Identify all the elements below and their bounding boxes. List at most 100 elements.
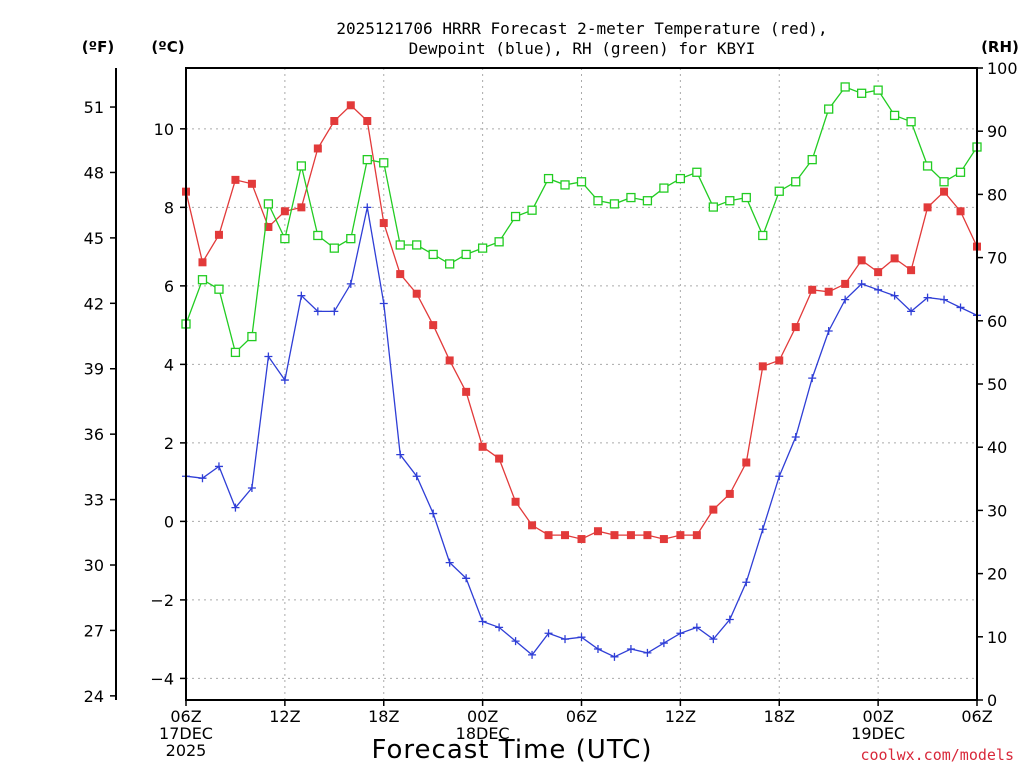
temperature-point [857, 256, 866, 265]
f-axis-tick-label: 24 [84, 687, 104, 706]
chart-title-line-2: Dewpoint (blue), RH (green) for KBYI [409, 39, 756, 58]
temperature-point [511, 497, 520, 506]
dewpoint-point [445, 558, 454, 567]
rh-point [889, 110, 900, 121]
temperature-point [429, 321, 438, 330]
dewpoint-point [593, 644, 602, 653]
x-axis-tick-label: 19DEC [851, 724, 905, 743]
rh-point [280, 233, 290, 244]
rh-point [873, 85, 883, 95]
x-axis-tick-label: 12Z [269, 707, 300, 726]
temperature-point [643, 531, 652, 540]
rh-point [230, 347, 241, 358]
dewpoint-point [808, 374, 817, 383]
dewpoint-point [544, 629, 553, 638]
dewpoint-point [956, 303, 965, 312]
dewpoint-point [659, 639, 668, 648]
rh-axis-tick-label: 60 [987, 312, 1007, 331]
rh-point [708, 202, 718, 212]
temperature-point [346, 101, 355, 110]
f-axis-tick-label: 36 [84, 425, 104, 444]
dewpoint-point [379, 299, 388, 308]
rh-point [247, 331, 257, 342]
temperature-point [577, 535, 586, 544]
c-axis-tick-label: 4 [164, 355, 174, 374]
temperature-point [231, 175, 240, 184]
f-axis-tick-label: 48 [84, 163, 104, 182]
rh-point [840, 82, 850, 92]
temperature-point [940, 187, 949, 196]
rh-point [263, 199, 274, 209]
temperature-point [775, 356, 784, 365]
temperature-point [692, 531, 701, 540]
temperature-point [412, 289, 421, 298]
temperature-point [725, 489, 734, 498]
rh-axis-tick-label: 80 [987, 185, 1007, 204]
x-axis-tick-label: 00Z [862, 707, 893, 726]
c-axis-tick-label: −4 [150, 669, 174, 688]
dewpoint-point [297, 291, 306, 300]
x-axis-tick-label: 18Z [764, 707, 795, 726]
x-axis-tick-label: 2025 [166, 741, 207, 760]
rh-point [659, 183, 669, 193]
dewpoint-point [824, 327, 833, 336]
temperature-point [478, 442, 487, 451]
temperature-point [528, 521, 537, 530]
temperature-point [907, 266, 916, 275]
dewpoint-point [214, 462, 223, 471]
c-axis-tick-label: 8 [164, 198, 174, 217]
series-temperature [182, 101, 981, 544]
rh-axis-tick-label: 40 [987, 438, 1007, 457]
rh-axis-tick-label: 10 [987, 628, 1007, 647]
rh-point [494, 237, 504, 247]
temperature-point [379, 219, 388, 228]
dewpoint-point [346, 279, 355, 288]
c-axis-tick-label: 0 [164, 512, 174, 531]
rh-point [576, 177, 587, 187]
rh-axis-tick-label: 30 [987, 501, 1007, 520]
temperature-point [462, 387, 471, 396]
dewpoint-point [330, 307, 339, 316]
dewpoint-point [626, 644, 635, 653]
rh-axis-tick-label: 90 [987, 122, 1007, 141]
dewpoint-point [462, 574, 471, 583]
rh-axis-tick-label: 100 [987, 59, 1018, 78]
x-axis-tick-label: 17DEC [159, 724, 213, 743]
dewpoint-point [478, 617, 487, 626]
temperature-point [280, 207, 289, 216]
dewpoint-point [313, 307, 322, 316]
c-axis-tick-label: 6 [164, 277, 174, 296]
c-axis-tick-label: 10 [154, 120, 174, 139]
series-layer [181, 82, 982, 661]
rh-point [510, 211, 521, 222]
rh-point [675, 173, 686, 184]
temperature-point [264, 222, 273, 231]
temperature-point [561, 531, 570, 540]
temperature-point [610, 531, 619, 540]
dewpoint-point [725, 615, 734, 624]
dewpoint-line [185, 207, 978, 658]
c-axis-tick-label: −2 [150, 591, 174, 610]
celsius-unit-label: (ºC) [151, 38, 184, 56]
rh-point [560, 180, 570, 190]
rh-point [593, 196, 603, 206]
rh-point [774, 186, 784, 196]
dewpoint-point [907, 307, 916, 316]
f-axis-tick-label: 27 [84, 621, 104, 640]
x-axis-title: Forecast Time (UTC) [371, 735, 652, 765]
c-axis-tick-label: 2 [164, 434, 174, 453]
dewpoint-point [511, 637, 520, 646]
temperature-point [247, 179, 256, 188]
dewpoint-point [280, 376, 289, 385]
credit-text: coolwx.com/models [860, 746, 1014, 764]
temperature-point [495, 454, 504, 463]
dewpoint-point [495, 623, 504, 632]
rh-point [477, 243, 488, 253]
dewpoint-point [890, 291, 899, 300]
x-axis-tick-label: 00Z [467, 707, 498, 726]
rh-point [395, 240, 405, 250]
temperature-point [676, 531, 685, 540]
rh-point [807, 154, 817, 165]
temperature-point [214, 230, 223, 239]
